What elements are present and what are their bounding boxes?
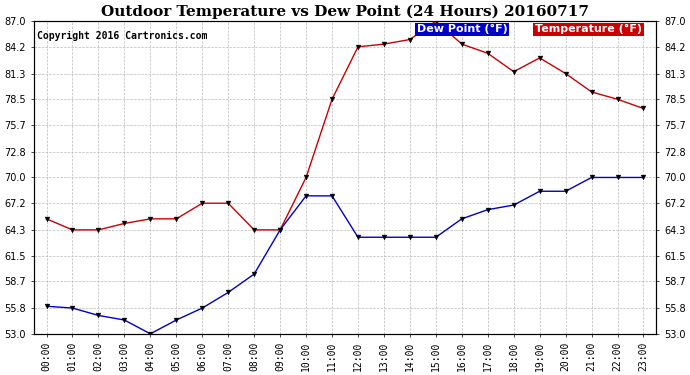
Title: Outdoor Temperature vs Dew Point (24 Hours) 20160717: Outdoor Temperature vs Dew Point (24 Hou… [101,4,589,18]
Text: Dew Point (°F): Dew Point (°F) [417,24,507,34]
Text: Temperature (°F): Temperature (°F) [535,24,642,34]
Text: Copyright 2016 Cartronics.com: Copyright 2016 Cartronics.com [37,30,207,40]
